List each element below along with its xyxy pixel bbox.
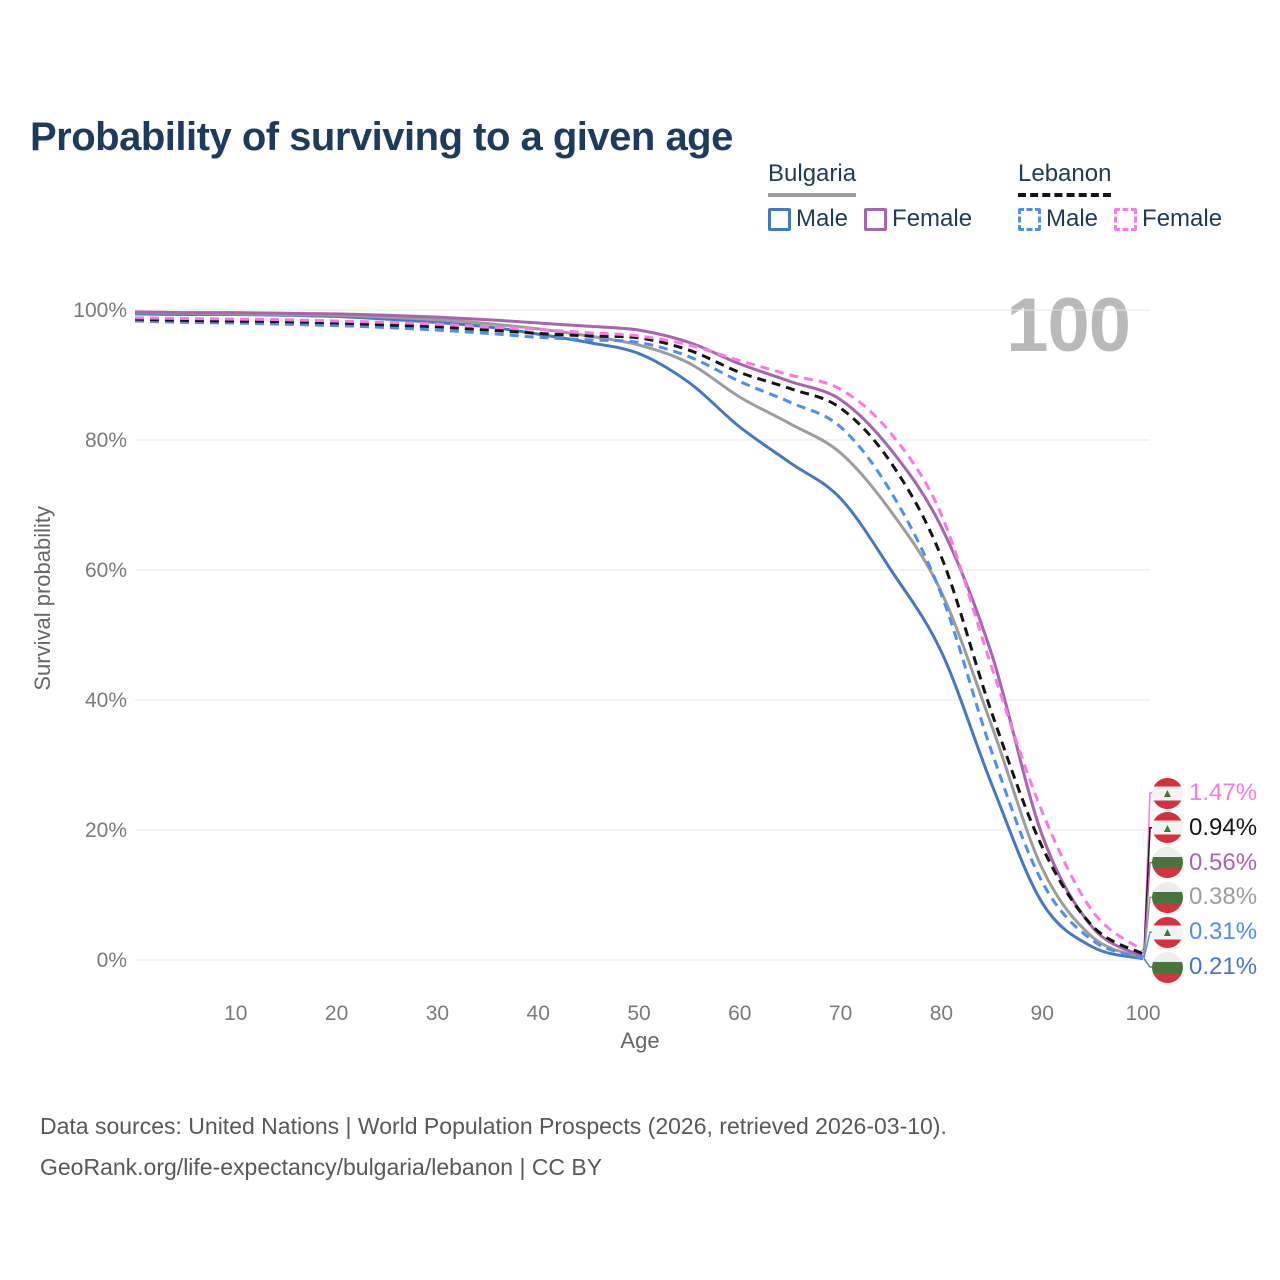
legend-country-bulgaria[interactable]: Bulgaria [768, 160, 857, 197]
footer: Data sources: United Nations | World Pop… [40, 1106, 947, 1188]
lebanon-male-swatch [1018, 207, 1041, 231]
legend-country-lebanon[interactable]: Lebanon [1018, 160, 1112, 197]
x-tick-60: 60 [728, 1002, 751, 1025]
series-line-lebanon-male[interactable] [134, 319, 1144, 960]
x-tick-20: 20 [325, 1002, 348, 1025]
x-tick-50: 50 [627, 1002, 650, 1025]
x-tick-40: 40 [527, 1002, 550, 1025]
series-line-lebanon-female[interactable] [134, 316, 1144, 952]
legend-item-label: Female [1142, 205, 1223, 232]
y-tick-40: 40% [85, 689, 127, 712]
legend-item-label: Male [796, 205, 849, 232]
y-tick-0: 0% [97, 949, 127, 972]
legend-group-bulgaria: Bulgaria Male Female [768, 160, 972, 233]
series-line-lebanon[interactable] [134, 317, 1144, 956]
y-tick-20: 20% [85, 819, 127, 842]
legend-item-lebanon-female[interactable]: Female [1114, 205, 1222, 233]
x-tick-100: 100 [1125, 1002, 1160, 1025]
bulgaria-male-swatch [768, 207, 791, 231]
x-tick-30: 30 [426, 1002, 449, 1025]
x-tick-70: 70 [829, 1002, 852, 1025]
footer-sources: Data sources: United Nations | World Pop… [40, 1113, 947, 1139]
legend-item-lebanon-male[interactable]: Male [1018, 205, 1098, 233]
y-tick-60: 60% [85, 559, 127, 582]
series-line-bulgaria[interactable] [134, 311, 1144, 959]
legend-item-bulgaria-male[interactable]: Male [768, 205, 848, 233]
bulgaria-female-swatch [864, 207, 888, 231]
x-tick-10: 10 [224, 1002, 247, 1025]
x-tick-80: 80 [930, 1002, 953, 1025]
age-counter-watermark: 100 [1006, 283, 1131, 368]
series-line-bulgaria-female[interactable] [134, 310, 1144, 958]
footer-attribution: GeoRank.org/life-expectancy/bulgaria/leb… [40, 1154, 603, 1180]
legend-item-bulgaria-female[interactable]: Female [864, 205, 972, 233]
lebanon-female-swatch [1114, 207, 1138, 231]
y-tick-100: 100% [73, 299, 127, 322]
legend-item-label: Female [892, 205, 973, 232]
y-tick-80: 80% [85, 429, 127, 452]
legend-item-label: Male [1046, 205, 1099, 232]
x-tick-90: 90 [1031, 1002, 1054, 1025]
legend-group-lebanon: Lebanon Male Female [1018, 160, 1222, 233]
x-axis-title: Age [620, 1028, 660, 1053]
page-title: Probability of surviving to a given age [30, 114, 733, 159]
series-line-bulgaria-male[interactable] [134, 312, 1144, 961]
